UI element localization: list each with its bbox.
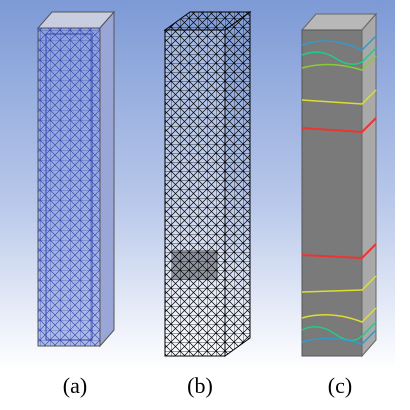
panel-label: (c)	[328, 373, 352, 398]
model-a	[38, 12, 114, 346]
panel-label: (b)	[187, 373, 213, 398]
figure: (a) (b) (c)	[0, 0, 410, 410]
panel-label: (a)	[63, 373, 87, 398]
model-c	[302, 14, 376, 356]
model-b	[165, 12, 250, 356]
page: {"panels": [{"label": "(a)"}, {"label": …	[0, 0, 410, 410]
